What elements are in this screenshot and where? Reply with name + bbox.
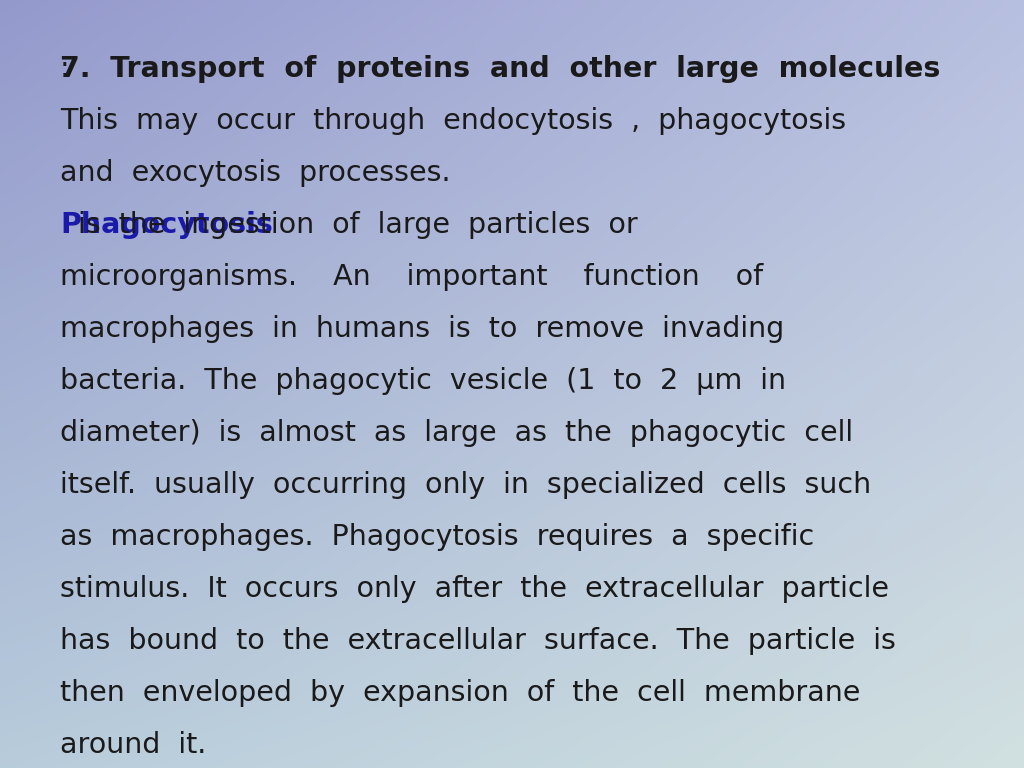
Text: as  macrophages.  Phagocytosis  requires  a  specific: as macrophages. Phagocytosis requires a … <box>60 523 814 551</box>
Text: is  the  ingestion  of  large  particles  or: is the ingestion of large particles or <box>60 211 638 239</box>
Text: Phagocytosis: Phagocytosis <box>60 211 272 239</box>
Text: and  exocytosis  processes.: and exocytosis processes. <box>60 159 451 187</box>
Text: itself.  usually  occurring  only  in  specialized  cells  such: itself. usually occurring only in specia… <box>60 471 871 499</box>
Text: has  bound  to  the  extracellular  surface.  The  particle  is: has bound to the extracellular surface. … <box>60 627 896 655</box>
Text: macrophages  in  humans  is  to  remove  invading: macrophages in humans is to remove invad… <box>60 315 784 343</box>
Text: This  may  occur  through  endocytosis  ,  phagocytosis: This may occur through endocytosis , pha… <box>60 107 846 135</box>
Text: stimulus.  It  occurs  only  after  the  extracellular  particle: stimulus. It occurs only after the extra… <box>60 575 889 603</box>
Text: around  it.: around it. <box>60 731 207 759</box>
Text: then  enveloped  by  expansion  of  the  cell  membrane: then enveloped by expansion of the cell … <box>60 679 860 707</box>
Text: diameter)  is  almost  as  large  as  the  phagocytic  cell: diameter) is almost as large as the phag… <box>60 419 853 447</box>
Text: microorganisms.    An    important    function    of: microorganisms. An important function of <box>60 263 763 291</box>
Text: bacteria.  The  phagocytic  vesicle  (1  to  2  μm  in: bacteria. The phagocytic vesicle (1 to 2… <box>60 367 786 395</box>
Text: :: : <box>60 55 70 83</box>
Text: 7.  Transport  of  proteins  and  other  large  molecules: 7. Transport of proteins and other large… <box>60 55 940 83</box>
